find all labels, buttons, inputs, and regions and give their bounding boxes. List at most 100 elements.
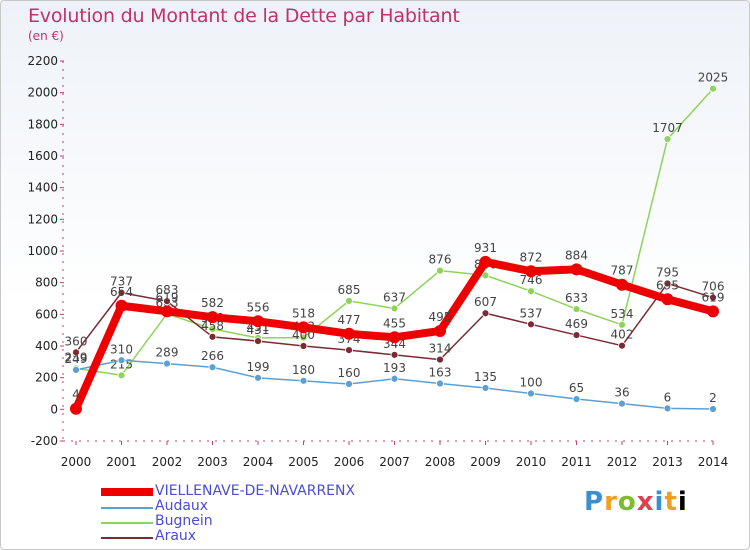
- data-label: 477: [338, 313, 361, 327]
- data-label: 314: [429, 342, 452, 356]
- y-tick-label: 1200: [27, 212, 58, 226]
- data-point: [525, 265, 537, 278]
- data-point: [117, 356, 126, 365]
- data-point: [252, 315, 264, 328]
- data-point: [254, 337, 262, 345]
- data-point: [206, 311, 219, 324]
- data-point: [299, 376, 308, 385]
- data-label: 458: [201, 319, 224, 333]
- y-tick-label: 1000: [27, 244, 58, 258]
- data-point: [72, 366, 80, 374]
- data-point: [390, 350, 399, 359]
- data-label: 4: [72, 388, 80, 402]
- data-label: 884: [565, 248, 588, 262]
- data-point: [481, 271, 490, 280]
- chart-title: Evolution du Montant de la Dette par Hab…: [28, 5, 460, 27]
- data-point: [299, 342, 308, 350]
- data-point: [434, 324, 446, 337]
- data-label: 310: [110, 342, 133, 356]
- data-point: [208, 332, 217, 341]
- y-tick-label: 2000: [27, 86, 58, 100]
- data-point: [661, 293, 674, 306]
- data-label: 2025: [698, 71, 729, 85]
- data-point: [345, 296, 353, 305]
- data-point: [388, 331, 401, 344]
- data-label: 537: [520, 306, 543, 320]
- data-point: [618, 320, 626, 329]
- legend-swatch-bugnein: [101, 522, 153, 524]
- data-label: 249: [65, 352, 88, 366]
- legend-swatch-araux: [101, 537, 153, 539]
- data-point: [527, 389, 535, 398]
- x-tick-label: 2012: [607, 455, 638, 469]
- data-point: [527, 287, 535, 296]
- data-label: 607: [474, 295, 497, 309]
- data-label: 2: [709, 391, 717, 405]
- y-tick-label: 200: [35, 371, 58, 385]
- legend-label: Araux: [155, 528, 197, 544]
- data-point: [208, 363, 217, 372]
- legend-item: VIELLENAVE-DE-NAVARRENX: [101, 483, 461, 500]
- y-tick-label: 0: [50, 402, 58, 416]
- data-point: [707, 305, 719, 318]
- legend-swatch-viellenave: [101, 488, 153, 496]
- legend-swatch-audaux: [101, 507, 153, 509]
- data-label: 160: [338, 366, 361, 380]
- data-point: [115, 299, 128, 312]
- data-point: [254, 373, 262, 382]
- data-label: 654: [110, 285, 133, 299]
- legend-item: Audaux: [101, 498, 461, 515]
- data-point: [616, 278, 628, 291]
- data-point: [117, 371, 126, 380]
- y-tick-label: -200: [31, 434, 58, 448]
- data-point: [72, 348, 80, 357]
- data-label: 582: [201, 296, 224, 310]
- legend-label: VIELLENAVE-DE-NAVARRENX: [155, 483, 356, 499]
- data-label: 518: [292, 306, 315, 320]
- data-point: [572, 331, 581, 339]
- data-point: [709, 84, 717, 93]
- data-label: 787: [611, 264, 634, 278]
- data-point: [345, 380, 353, 388]
- data-point: [663, 404, 672, 413]
- data-label: 619: [156, 290, 179, 304]
- data-point: [163, 297, 171, 306]
- data-point: [208, 324, 217, 333]
- y-tick-label: 1600: [27, 149, 58, 163]
- legend-item: Bugnein: [101, 513, 461, 530]
- data-label: 637: [383, 290, 406, 304]
- data-point: [663, 135, 672, 143]
- data-label: 135: [474, 370, 497, 384]
- data-label: 65: [569, 381, 584, 395]
- data-label: 6: [664, 390, 672, 404]
- x-tick-label: 2003: [197, 455, 228, 469]
- x-tick-label: 2006: [334, 455, 365, 469]
- x-tick-label: 2004: [243, 455, 274, 469]
- data-label: 931: [474, 241, 497, 255]
- data-point: [390, 304, 399, 313]
- data-label: 180: [292, 363, 315, 377]
- y-tick-label: 400: [35, 339, 58, 353]
- data-point: [572, 395, 581, 403]
- data-label: 876: [429, 253, 452, 267]
- data-label: 685: [338, 283, 361, 297]
- data-label: 259: [65, 350, 88, 364]
- data-point: [709, 405, 717, 413]
- legend-item: Araux: [101, 528, 461, 545]
- data-label: 36: [614, 386, 629, 400]
- data-label: 534: [611, 307, 634, 321]
- data-label: 695: [656, 278, 679, 292]
- data-label: 737: [110, 275, 133, 289]
- data-point: [709, 293, 717, 302]
- x-tick-label: 2014: [698, 455, 729, 469]
- data-point: [663, 279, 672, 288]
- data-point: [479, 255, 492, 268]
- data-label: 402: [611, 328, 634, 342]
- data-point: [163, 359, 171, 368]
- y-tick-label: 600: [35, 307, 58, 321]
- legend: VIELLENAVE-DE-NAVARRENX Audaux Bugnein A…: [101, 483, 461, 545]
- x-tick-label: 2013: [652, 455, 683, 469]
- data-label: 100: [520, 376, 543, 390]
- data-label: 360: [65, 334, 88, 348]
